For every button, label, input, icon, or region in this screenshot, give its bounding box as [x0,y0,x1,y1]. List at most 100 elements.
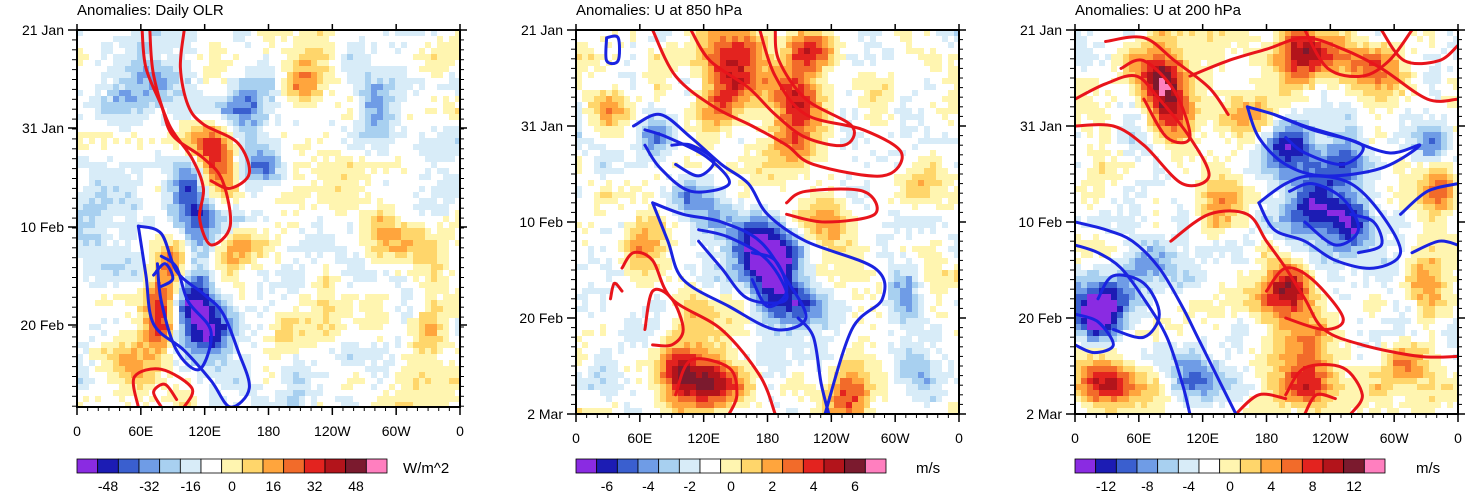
contour-red-2 [131,367,195,407]
colorbar-swatch [76,458,99,474]
colorbar-label: 6 [851,478,859,494]
colorbar-swatch [262,458,285,474]
colorbar-label: 2 [768,478,776,494]
colorbar-label: -4 [642,478,655,494]
colorbar-label: 4 [810,478,818,494]
contour-red-10 [1234,392,1288,414]
x-tick-label: 180 [1255,430,1279,446]
x-tick-label: 0 [1071,430,1079,446]
colorbar-label: 16 [266,478,282,494]
colorbar-swatch [658,458,680,474]
panel-u850-x-axis: 0 60E 120E 180 120W 60W 0 [572,24,963,446]
x-tick-label: 0 [572,430,580,446]
contour-red-0 [651,30,904,178]
colorbar-swatch [720,458,742,474]
colorbar-swatch [345,458,367,474]
panel-u200-colorbar: -12 -8 -4 0 4 8 12 [1074,458,1386,494]
contour-blue-9 [643,128,731,194]
contour-blue-15 [1349,212,1384,255]
contour-red-5 [1379,30,1458,66]
colorbar-swatch [575,458,598,474]
colorbar-swatch [283,458,305,474]
colorbar-label: -8 [1141,478,1154,494]
y-tick-label: 20 Feb [20,317,64,333]
colorbar-label: 32 [307,478,323,494]
colorbar-swatch [699,458,722,474]
contour-blue-13 [750,251,789,309]
x-tick-label: 60E [128,423,153,439]
contour-blue-10 [670,142,716,178]
y-tick-label: 31 Jan [521,118,563,134]
colorbar-swatch [241,458,264,474]
colorbar-swatch [782,458,804,474]
x-tick-label: 0 [955,430,963,446]
contour-red-1 [178,30,251,190]
y-tick-label: 2 Mar [1026,406,1062,422]
panel-olr-contours [131,30,251,407]
contour-red-6 [609,281,624,301]
contour-blue-8 [632,112,887,414]
colorbar-swatch [1136,458,1159,474]
panel-olr-x-axis: 0 60E 120E 180 120W 60W 0 [73,24,464,439]
x-tick-label: 120E [188,423,221,439]
x-tick-label: 180 [257,423,281,439]
contour-red-5 [674,357,739,414]
colorbar-swatch [1115,458,1138,474]
panel-olr: Anomalies: Daily OLR 0 60E 120E 180 120W 60W 0… [20,2,467,494]
colorbar-swatch [1219,458,1241,474]
colorbar-swatch [1260,458,1283,474]
y-tick-label: 21 Jan [22,22,64,38]
contour-red-0 [1075,74,1211,188]
panel-u850: Anomalies: U at 850 hPa 0 60E 120E 180 120W 6… [519,2,966,494]
contour-blue-14 [796,316,831,414]
contour-red-6 [1169,209,1458,359]
colorbar-swatch [1301,458,1324,474]
y-tick-label: 2 Mar [527,406,563,422]
colorbar-swatch [1322,458,1345,474]
contour-blue-12 [697,228,789,305]
panel-u200-title: Anomalies: U at 200 hPa [1075,2,1242,19]
colorbar-swatch [823,458,846,474]
contour-blue-5 [155,254,213,372]
x-tick-label: 60W [1380,430,1410,446]
x-tick-label: 60W [382,423,412,439]
y-tick-label: 31 Jan [1020,118,1062,134]
colorbar-swatch [637,458,660,474]
contour-red-1 [1119,58,1192,145]
colorbar-swatch [324,458,347,474]
colorbar-swatch [303,458,326,474]
contour-blue-13 [1257,174,1403,270]
colorbar-swatch [1095,458,1117,474]
panel-u850-y-axis: 21 Jan 31 Jan 10 Feb 20 Feb 2 Mar [519,22,966,422]
contour-red-0 [140,30,233,247]
contour-red-2 [1104,35,1230,116]
colorbar-label: 0 [1226,478,1234,494]
panel-u850-units: m/s [916,460,940,477]
colorbar-label: -48 [98,478,118,494]
colorbar-label: -12 [1096,478,1116,494]
colorbar-swatch [761,458,784,474]
contour-red-9 [1303,392,1337,414]
x-tick-label: 0 [1454,430,1462,446]
colorbar-swatch [221,458,243,474]
y-tick-label: 20 Feb [519,310,563,326]
x-tick-label: 120W [314,423,351,439]
x-tick-label: 120W [813,430,850,446]
colorbar-swatch [802,458,825,474]
colorbar-swatch [1074,458,1097,474]
contour-red-1 [689,30,856,148]
contour-blue-16 [1399,182,1458,216]
colorbar-swatch [97,458,119,474]
contour-blue-4 [136,224,251,407]
y-tick-label: 31 Jan [22,120,64,136]
x-tick-label: 180 [756,430,780,446]
panel-u850-field [576,30,959,414]
contour-blue-17 [1410,239,1458,255]
colorbar-swatch [1363,458,1386,474]
contour-blue-21 [1075,312,1115,355]
colorbar-label: -6 [601,478,614,494]
contour-blue-12 [1272,113,1365,166]
contour-red-7 [1265,266,1345,331]
panel-u850-contours [604,30,904,414]
